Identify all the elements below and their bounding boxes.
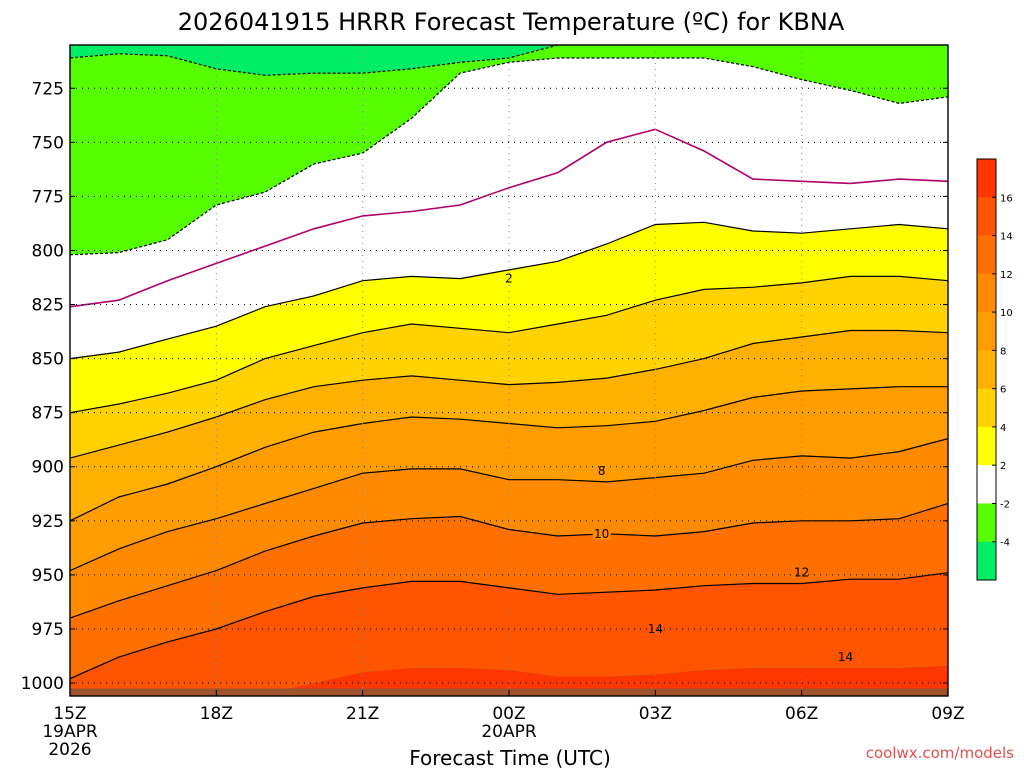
contour-label: 2 xyxy=(505,272,513,286)
colorbar-tick-label: -4 xyxy=(1000,538,1010,549)
colorbar-swatch xyxy=(977,465,996,504)
y-tick-label: 725 xyxy=(32,79,64,99)
colorbar-frame xyxy=(976,158,997,581)
x-tick-label: 21Z xyxy=(346,704,379,724)
contour-label-bg xyxy=(646,621,665,635)
isotherm-line-0 xyxy=(70,128,948,308)
y-tick-label: 850 xyxy=(32,350,64,370)
contour-label: 10 xyxy=(594,527,609,541)
band-10-to-12 xyxy=(70,438,948,619)
colorbar-tick-label: 12 xyxy=(1000,270,1013,281)
isotherm-line--2 xyxy=(70,57,948,256)
x-tick-label: 20APR xyxy=(481,722,537,742)
colorbar-swatch xyxy=(977,273,996,313)
x-axis-label: Forecast Time (UTC) xyxy=(409,746,611,768)
chart-title: 2026041915 HRRR Forecast Temperature (ºC… xyxy=(178,8,845,36)
colorbar-swatch xyxy=(977,312,996,351)
isotherm-line-14 xyxy=(70,572,948,680)
band-4-to-6 xyxy=(70,276,948,459)
colorbar-tick-label: -2 xyxy=(1000,499,1010,510)
colorbar-swatch xyxy=(977,350,996,390)
colorbar-tick-label: 4 xyxy=(1000,423,1006,434)
contour-label-bg xyxy=(792,565,811,579)
band-8-to-10 xyxy=(70,386,948,571)
band-6-to-8 xyxy=(70,330,948,521)
contour-label-bg xyxy=(836,650,855,664)
y-tick-label: 825 xyxy=(32,296,64,316)
x-tick-label: 18Z xyxy=(200,704,233,724)
colorbar-tick-label: 6 xyxy=(1000,385,1006,396)
band-14-to-16 xyxy=(70,572,948,696)
band--2-to-0 xyxy=(70,58,948,307)
contour-label: 14 xyxy=(838,650,853,664)
colorbar-swatch xyxy=(977,388,996,428)
contour-label: 14 xyxy=(648,622,663,636)
x-tick-label: 19APR xyxy=(42,722,98,742)
colorbar-tick-label: 14 xyxy=(1000,232,1013,243)
x-tick-label: 2026 xyxy=(48,740,91,760)
y-tick-label: 925 xyxy=(32,512,64,532)
band--4-to--2 xyxy=(70,45,948,255)
y-tick-label: 900 xyxy=(32,458,64,478)
colorbar-tick-label: 16 xyxy=(1000,193,1013,204)
y-tick-label: 775 xyxy=(32,187,64,207)
x-tick-label: 00Z xyxy=(492,704,525,724)
colorbar-swatch xyxy=(977,503,996,543)
axes: 725 750 775 800 825 850 875 900 925 950 975 1000 15Z… xyxy=(21,44,965,760)
x-tick-label: 03Z xyxy=(639,704,672,724)
y-tick-label: 950 xyxy=(32,566,64,586)
colorbar: 16 14 12 10 8 6 4 2 -2 -4 xyxy=(976,158,1013,581)
colorbar-tick-label: 8 xyxy=(1000,346,1006,357)
x-tick-label: 09Z xyxy=(931,704,964,724)
contour-label-bg xyxy=(596,464,608,478)
y-tick-label: 1000 xyxy=(21,674,64,694)
y-tick-label: 875 xyxy=(32,404,64,424)
band-12-to-14 xyxy=(70,503,948,679)
isotherm-line-10 xyxy=(70,438,948,572)
x-tick-label: 06Z xyxy=(785,704,818,724)
colorbar-tick-label: 2 xyxy=(1000,461,1006,472)
colorbar-swatch xyxy=(977,159,996,198)
contour-label-bg xyxy=(592,526,611,540)
contour-label: 8 xyxy=(598,464,606,478)
credit-link[interactable]: coolwx.com/models xyxy=(866,744,1014,762)
isotherm-line-12 xyxy=(70,502,948,619)
y-tick-label: 800 xyxy=(32,241,64,261)
isotherm-line-2 xyxy=(70,221,948,360)
y-tick-label: 750 xyxy=(32,133,64,153)
contour-label: 12 xyxy=(794,566,809,580)
y-tick-label: 975 xyxy=(32,620,64,640)
contour-label-bg xyxy=(503,271,515,285)
colorbar-swatch xyxy=(977,197,996,237)
colorbar-swatch xyxy=(977,541,996,581)
x-tick-label: 15Z xyxy=(53,704,86,724)
band-gt-16 xyxy=(70,665,948,696)
band-2-to-4 xyxy=(70,222,948,413)
colorbar-swatch xyxy=(977,235,996,275)
colorbar-swatch xyxy=(977,426,996,466)
colorbar-tick-label: 10 xyxy=(1000,308,1013,319)
isotherm-line-4 xyxy=(70,275,948,414)
